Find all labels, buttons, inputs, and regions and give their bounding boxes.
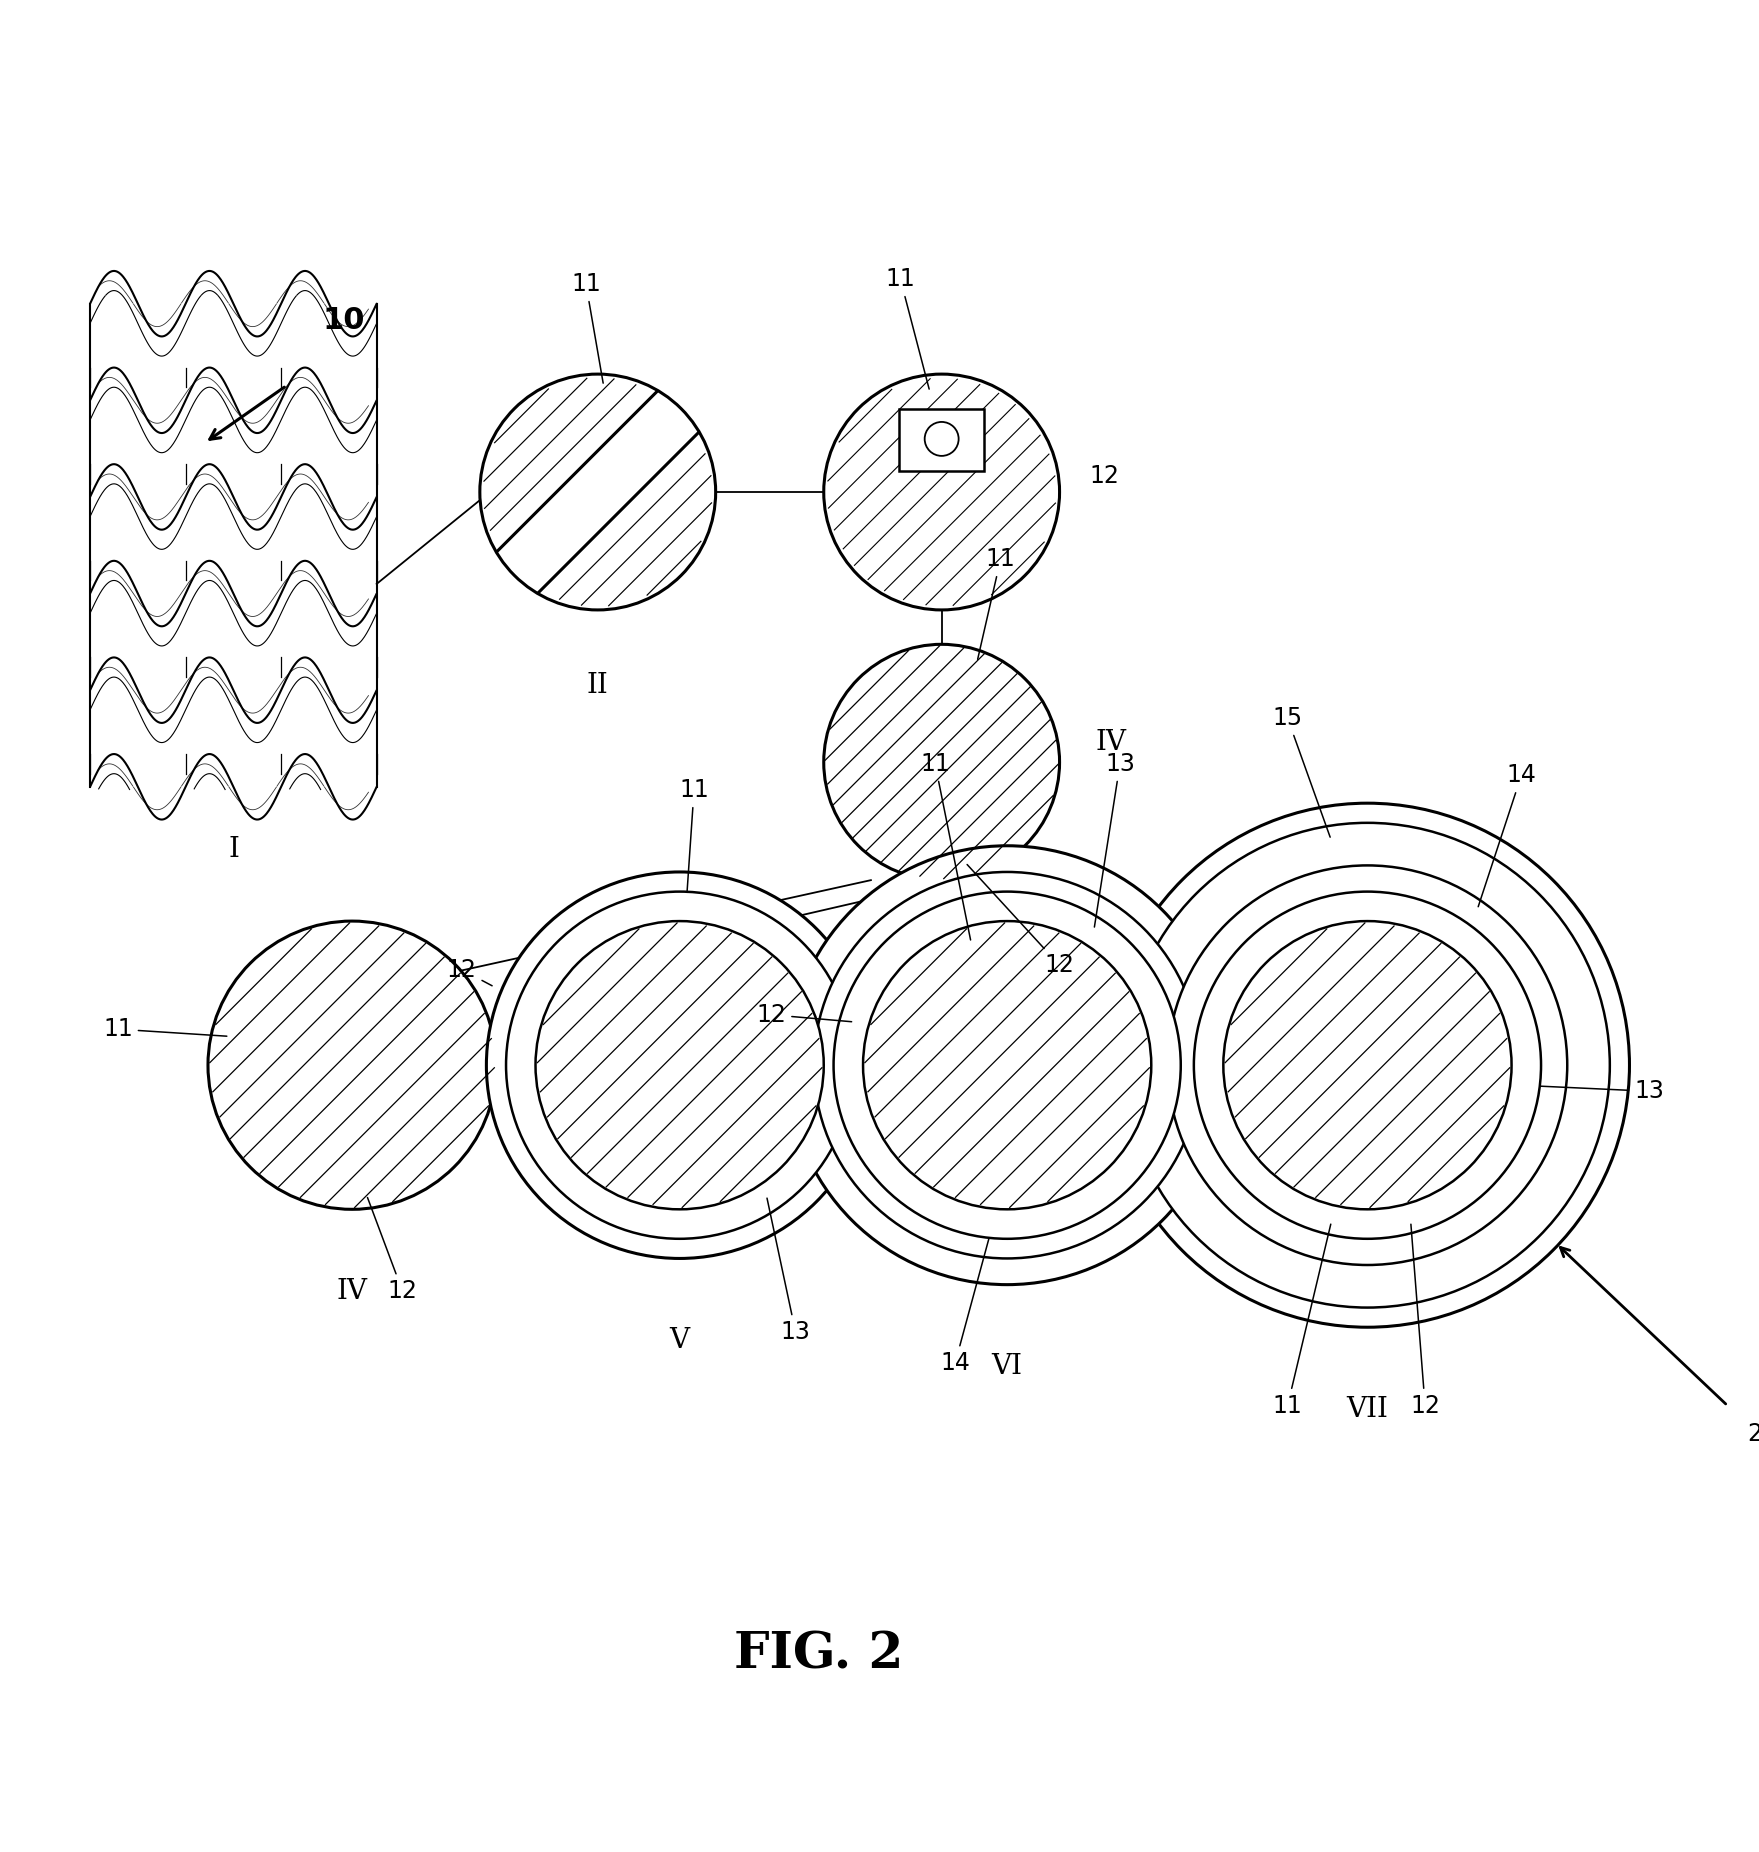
Circle shape	[834, 891, 1180, 1239]
Text: 11: 11	[1274, 1224, 1332, 1419]
Circle shape	[1105, 804, 1629, 1328]
Circle shape	[507, 891, 853, 1239]
Text: I: I	[229, 835, 239, 863]
Circle shape	[1194, 891, 1541, 1239]
Text: 14: 14	[939, 1237, 989, 1376]
Text: 13: 13	[1541, 1080, 1664, 1104]
Text: 15: 15	[1272, 706, 1330, 837]
Text: V: V	[670, 1328, 690, 1354]
Text: 13: 13	[1094, 752, 1135, 928]
Circle shape	[864, 920, 1152, 1209]
Text: 11: 11	[572, 272, 603, 383]
Text: 12: 12	[1089, 463, 1119, 487]
Circle shape	[788, 846, 1226, 1285]
Bar	[899, 409, 983, 470]
Circle shape	[1223, 920, 1511, 1209]
Text: 12: 12	[368, 1198, 417, 1304]
Circle shape	[823, 374, 1059, 609]
Text: 11: 11	[104, 1017, 227, 1041]
Text: 12: 12	[1411, 1224, 1441, 1419]
Text: 10: 10	[322, 306, 366, 335]
Text: 11: 11	[920, 752, 971, 941]
Text: 12: 12	[967, 865, 1075, 978]
Text: 11: 11	[679, 778, 709, 893]
Text: 12: 12	[756, 1002, 851, 1026]
Text: IV: IV	[1096, 730, 1126, 756]
Circle shape	[487, 872, 872, 1259]
Text: 20: 20	[1747, 1422, 1759, 1446]
Text: II: II	[588, 672, 609, 700]
Circle shape	[925, 422, 959, 456]
Circle shape	[535, 920, 823, 1209]
Circle shape	[814, 872, 1200, 1259]
Text: 11: 11	[978, 546, 1015, 659]
Text: 14: 14	[1478, 763, 1536, 907]
Circle shape	[1126, 822, 1609, 1308]
Text: 13: 13	[767, 1198, 811, 1345]
Text: FIG. 2: FIG. 2	[734, 1630, 904, 1680]
Text: VII: VII	[1346, 1396, 1388, 1422]
Circle shape	[208, 920, 496, 1209]
Text: 12: 12	[447, 957, 493, 985]
Circle shape	[1168, 865, 1567, 1265]
Circle shape	[480, 374, 716, 609]
Text: III: III	[925, 672, 959, 700]
Circle shape	[823, 644, 1059, 880]
Text: IV: IV	[336, 1278, 368, 1306]
Text: VI: VI	[992, 1354, 1022, 1380]
Text: 11: 11	[885, 267, 929, 389]
